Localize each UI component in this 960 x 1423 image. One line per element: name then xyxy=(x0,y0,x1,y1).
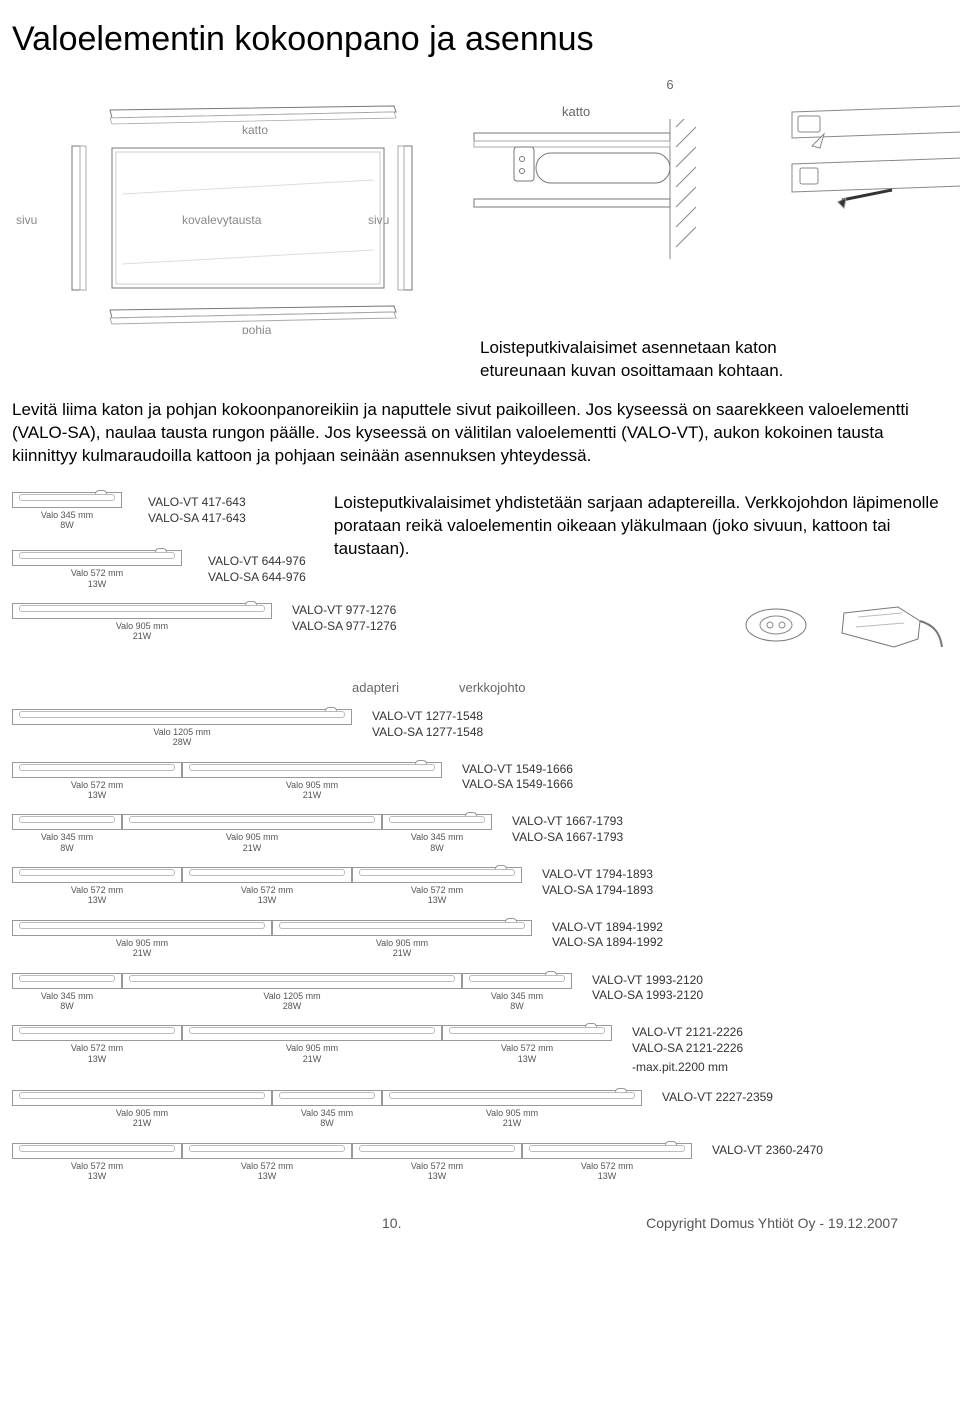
label-katto-2: katto xyxy=(562,104,712,119)
figure-powercord xyxy=(838,603,948,662)
page-title: Valoelementin kokoonpano ja asennus xyxy=(12,20,948,59)
lamp-row11-b: Valo 345 mm8W xyxy=(272,1090,382,1129)
codes-9: VALO-VT 2121-2226 VALO-SA 2121-2226 xyxy=(632,1025,743,1056)
codes-11: VALO-VT 2360-2470 xyxy=(712,1143,823,1159)
lamp-345: Valo 345 mm8W xyxy=(12,492,122,531)
codes-5: VALO-VT 1667-1793 VALO-SA 1667-1793 xyxy=(512,814,623,845)
caption-install: Loisteputkivalaisimet asennetaan katon e… xyxy=(480,337,850,383)
lamp-row10-c: Valo 572 mm13W xyxy=(442,1025,612,1064)
lamp-row7-b: Valo 572 mm13W xyxy=(182,867,352,906)
lamp-row12-a: Valo 572 mm13W xyxy=(12,1143,182,1182)
lamp-row8-b: Valo 905 mm21W xyxy=(272,920,532,959)
lamp-row8-a: Valo 905 mm21W xyxy=(12,920,272,959)
codes-4: VALO-VT 1549-1666 VALO-SA 1549-1666 xyxy=(462,762,573,793)
lamp-row9-b: Valo 1205 mm28W xyxy=(122,973,462,1012)
footer-copyright: Copyright Domus Yhtiöt Oy - 19.12.2007 xyxy=(646,1215,898,1231)
lamp-1205: Valo 1205 mm28W xyxy=(12,709,352,748)
figure-clip-details xyxy=(752,104,960,229)
lamp-row10-b: Valo 905 mm21W xyxy=(182,1025,442,1064)
body-paragraph-1: Levitä liima katon ja pohjan kokoonpanor… xyxy=(12,399,948,468)
label-kovalevytausta: kovalevytausta xyxy=(182,213,262,227)
lamp-row7-c: Valo 572 mm13W xyxy=(352,867,522,906)
lamp-row12-c: Valo 572 mm13W xyxy=(352,1143,522,1182)
codes-6: VALO-VT 1794-1893 VALO-SA 1794-1893 xyxy=(542,867,653,898)
lamp-row6-c: Valo 345 mm8W xyxy=(382,814,492,853)
body-paragraph-2: Loisteputkivalaisimet yhdistetään sarjaa… xyxy=(334,492,948,561)
lamp-row6-a: Valo 345 mm8W xyxy=(12,814,122,853)
page-number: 6 xyxy=(392,77,948,92)
figure-adapter xyxy=(734,603,818,658)
figure-exploded-view: katto sivu kovalevytausta xyxy=(12,104,432,339)
codes-7: VALO-VT 1894-1992 VALO-SA 1894-1992 xyxy=(552,920,663,951)
footer-page: 10. xyxy=(382,1215,401,1231)
lamp-row9-a: Valo 345 mm8W xyxy=(12,973,122,1012)
label-pohja: pohja xyxy=(242,323,272,334)
lamp-572: Valo 572 mm13W xyxy=(12,550,182,589)
lamp-row9-c: Valo 345 mm8W xyxy=(462,973,572,1012)
codes-10: VALO-VT 2227-2359 xyxy=(662,1090,773,1106)
label-adapteri: adapteri xyxy=(352,680,399,695)
lamp-row5-a: Valo 572 mm13W xyxy=(12,762,182,801)
label-sivu-right: sivu xyxy=(368,213,389,227)
label-verkkojohto: verkkojohto xyxy=(459,680,525,695)
lamp-row12-b: Valo 572 mm13W xyxy=(182,1143,352,1182)
codes-0: VALO-VT 417-643 VALO-SA 417-643 xyxy=(148,495,246,526)
lamp-row7-a: Valo 572 mm13W xyxy=(12,867,182,906)
label-sivu-left: sivu xyxy=(16,213,37,227)
codes-9-extra: -max.pit.2200 mm xyxy=(632,1060,743,1076)
codes-3: VALO-VT 1277-1548 VALO-SA 1277-1548 xyxy=(372,709,483,740)
lamp-905-a: Valo 905 mm21W xyxy=(12,603,272,642)
lamp-row5-b: Valo 905 mm21W xyxy=(182,762,442,801)
codes-1: VALO-VT 644-976 VALO-SA 644-976 xyxy=(208,554,306,585)
lamp-row6-b: Valo 905 mm21W xyxy=(122,814,382,853)
lamp-row11-a: Valo 905 mm21W xyxy=(12,1090,272,1129)
lamp-row10-a: Valo 572 mm13W xyxy=(12,1025,182,1064)
label-katto: katto xyxy=(242,123,268,137)
lamp-row12-d: Valo 572 mm13W xyxy=(522,1143,692,1182)
lamp-row11-c: Valo 905 mm21W xyxy=(382,1090,642,1129)
codes-8: VALO-VT 1993-2120 VALO-SA 1993-2120 xyxy=(592,973,703,1004)
codes-2: VALO-VT 977-1276 VALO-SA 977-1276 xyxy=(292,603,397,634)
figure-ceiling-mount: katto xyxy=(472,104,712,264)
